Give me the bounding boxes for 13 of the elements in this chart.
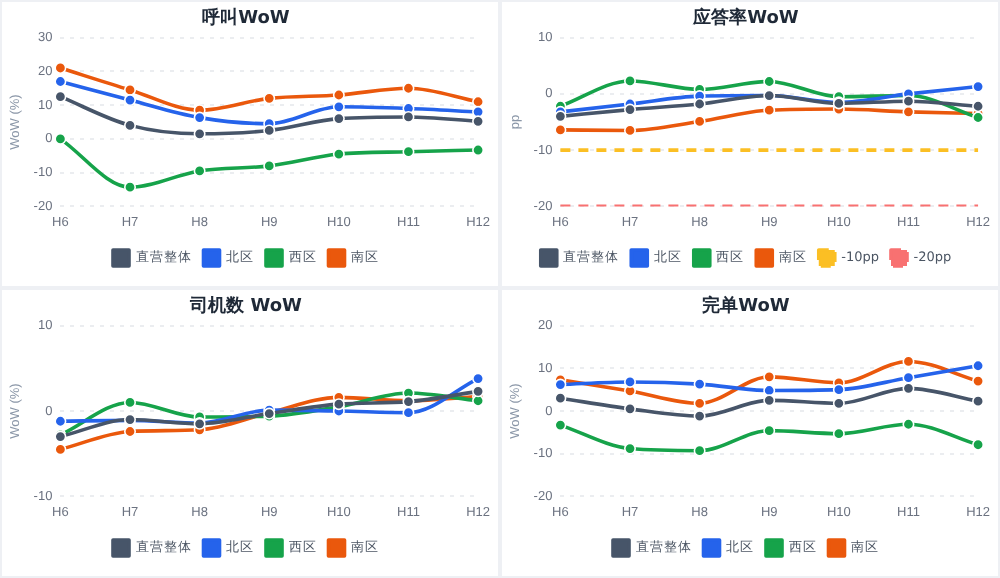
- point: [402, 110, 415, 123]
- point: [902, 95, 915, 108]
- chart-title: 完单WoW: [702, 295, 790, 318]
- point: [763, 394, 776, 407]
- chart-title: 呼叫WoW: [202, 7, 290, 30]
- chart-title: 司机数 WoW: [188, 295, 302, 318]
- point: [332, 148, 345, 161]
- point: [124, 94, 136, 107]
- point: [402, 82, 415, 95]
- point: [902, 418, 915, 431]
- chart-title: 应答率WoW: [691, 7, 799, 30]
- point: [693, 378, 706, 391]
- point: [693, 98, 706, 110]
